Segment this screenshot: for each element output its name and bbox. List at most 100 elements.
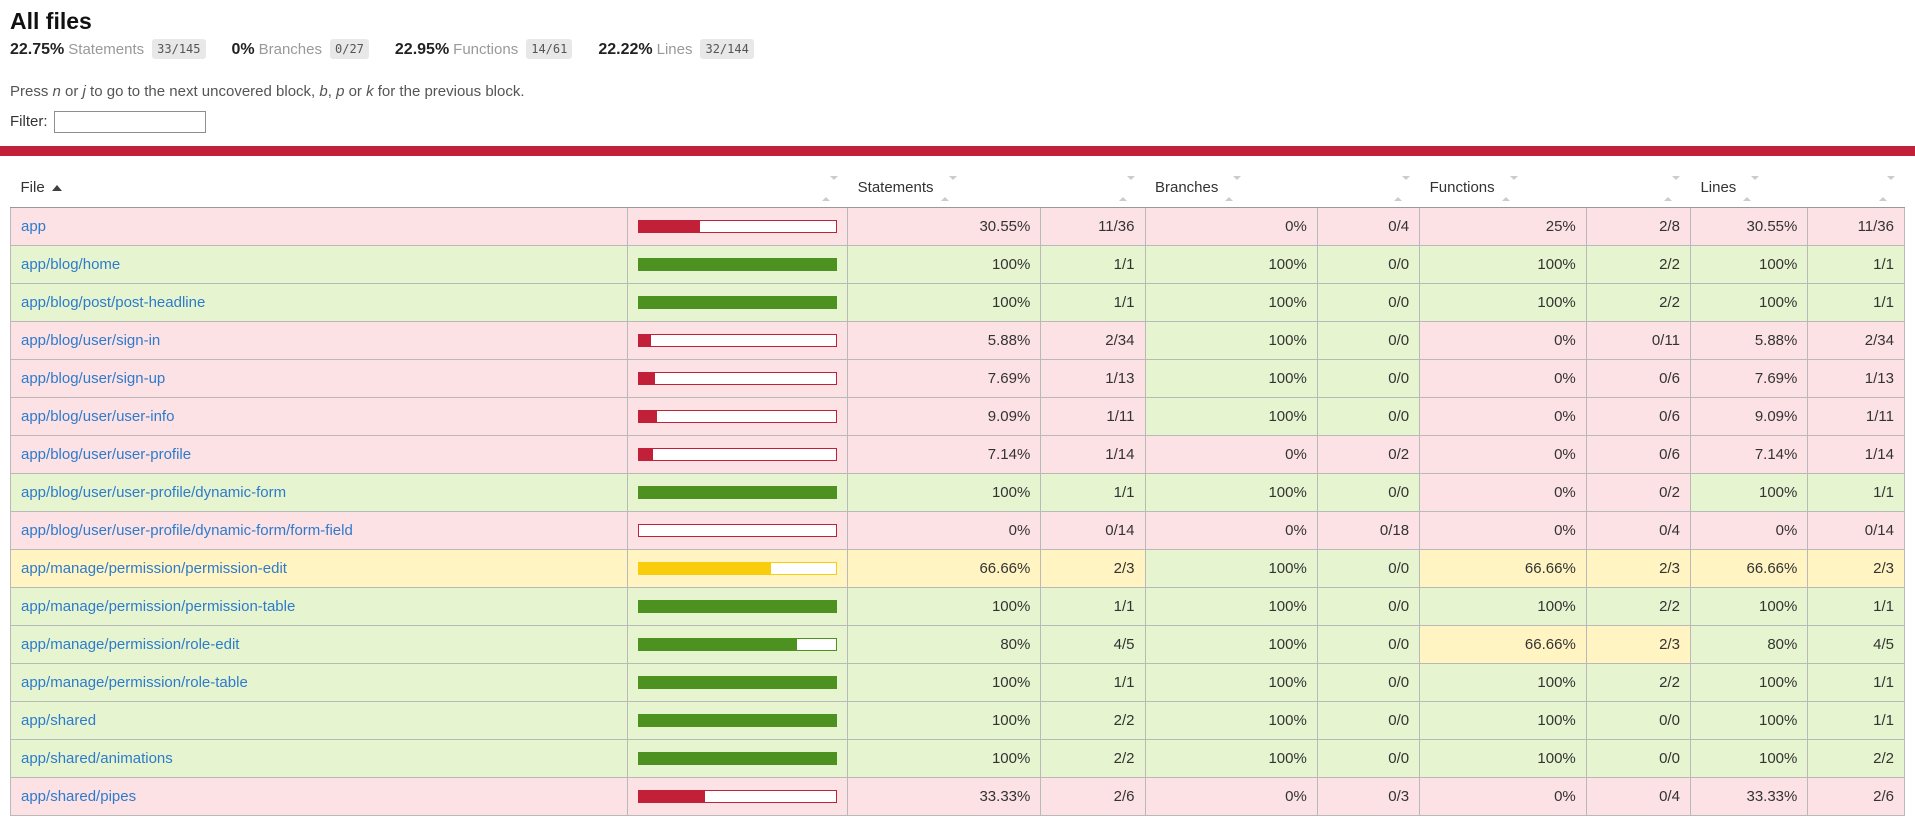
functions-raw-cell: 2/2	[1585, 586, 1691, 626]
file-link[interactable]: app/blog/user/user-info	[21, 407, 175, 425]
sort-icon[interactable]	[1878, 175, 1895, 201]
column-header-lines-raw[interactable]	[1807, 169, 1905, 208]
coverage-bar-fill	[639, 714, 837, 726]
file-cell: app/blog/user/sign-in	[9, 320, 629, 360]
functions-raw-cell: 2/3	[1585, 548, 1691, 588]
statements-raw-cell: 1/1	[1040, 472, 1146, 512]
branches-pct-cell: 100%	[1144, 396, 1318, 436]
coverage-bar	[638, 485, 838, 499]
coverage-bar-fill	[639, 372, 655, 384]
functions-pct-cell: 100%	[1419, 244, 1587, 284]
file-cell: app/blog/user/sign-up	[9, 358, 629, 398]
sort-icon[interactable]	[940, 175, 957, 201]
column-header-branches[interactable]: Branches	[1145, 169, 1318, 208]
lines-pct-cell: 33.33%	[1689, 776, 1809, 816]
lines-pct-cell: 7.69%	[1689, 358, 1809, 398]
file-link[interactable]: app/shared/animations	[21, 749, 173, 767]
coverage-bar	[638, 561, 838, 575]
statements-pct-cell: 100%	[847, 472, 1042, 512]
file-link[interactable]: app/blog/home	[21, 255, 121, 273]
sort-icon[interactable]	[1743, 175, 1760, 201]
column-header-statements[interactable]: Statements	[847, 169, 1041, 208]
branches-pct-cell: 100%	[1144, 320, 1318, 360]
branches-pct-cell: 100%	[1144, 700, 1318, 740]
summary-pct: 22.22%	[598, 41, 653, 58]
sort-ascending-icon	[51, 185, 62, 192]
column-header-statements-raw[interactable]	[1040, 169, 1145, 208]
coverage-bar	[638, 599, 838, 613]
file-link[interactable]: app/blog/user/user-profile/dynamic-form	[21, 483, 287, 501]
coverage-bar	[638, 219, 838, 233]
column-header-branches-raw[interactable]	[1317, 169, 1420, 208]
lines-pct-cell: 100%	[1689, 472, 1809, 512]
table-header-row: File Statements Branches Func	[10, 169, 1905, 208]
file-link[interactable]: app/manage/permission/role-edit	[21, 635, 240, 653]
file-link[interactable]: app	[21, 217, 47, 235]
sort-icon[interactable]	[1664, 175, 1681, 201]
coverage-bar-fill	[639, 600, 837, 612]
table-row: app/shared/pipes 33.33% 2/6 0% 0/3 0% 0/…	[9, 776, 1905, 816]
file-link[interactable]: app/blog/post/post-headline	[21, 293, 206, 311]
file-cell: app/manage/permission/role-table	[9, 662, 629, 702]
file-link[interactable]: app/blog/user/user-profile/dynamic-form/…	[21, 521, 353, 539]
coverage-bar-fill	[639, 486, 837, 498]
column-header-lines[interactable]: Lines	[1690, 169, 1808, 208]
functions-raw-cell: 0/0	[1585, 738, 1691, 778]
table-row: app/blog/user/user-profile 7.14% 1/14 0%…	[9, 434, 1905, 474]
sort-icon[interactable]	[1501, 175, 1518, 201]
sort-icon[interactable]	[1119, 175, 1135, 201]
bar-cell	[627, 358, 849, 398]
file-link[interactable]: app/manage/permission/role-table	[21, 673, 248, 691]
lines-pct-cell: 5.88%	[1689, 320, 1809, 360]
coverage-table-body: app 30.55% 11/36 0% 0/4 25% 2/8 30.55% 1…	[9, 206, 1905, 816]
summary-fraction-badge: 14/61	[526, 39, 573, 59]
file-cell: app	[9, 206, 629, 246]
lines-pct-cell: 9.09%	[1689, 396, 1809, 436]
filter-input[interactable]	[53, 111, 206, 133]
functions-pct-cell: 100%	[1419, 586, 1587, 626]
file-link[interactable]: app/manage/permission/permission-table	[21, 597, 296, 615]
lines-raw-cell: 1/1	[1807, 662, 1905, 702]
file-link[interactable]: app/blog/user/sign-up	[21, 369, 166, 387]
lines-pct-cell: 100%	[1689, 282, 1809, 322]
functions-raw-cell: 0/6	[1585, 434, 1691, 474]
coverage-bar	[638, 371, 838, 385]
file-link[interactable]: app/shared/pipes	[21, 787, 137, 805]
statements-pct-cell: 100%	[847, 282, 1042, 322]
lines-pct-cell: 100%	[1689, 700, 1809, 740]
branches-pct-cell: 0%	[1144, 434, 1318, 474]
table-row: app/manage/permission/permission-edit 66…	[9, 548, 1905, 588]
column-header-bar[interactable]	[627, 169, 848, 208]
lines-raw-cell: 1/1	[1807, 282, 1905, 322]
column-header-file[interactable]: File	[10, 169, 628, 208]
sort-icon[interactable]	[821, 175, 838, 201]
branches-raw-cell: 0/18	[1316, 510, 1421, 550]
summary-fraction-badge: 0/27	[330, 39, 369, 59]
lines-raw-cell: 2/6	[1807, 776, 1905, 816]
sort-icon[interactable]	[1225, 175, 1242, 201]
sort-icon[interactable]	[1393, 175, 1410, 201]
file-link[interactable]: app/manage/permission/permission-edit	[21, 559, 287, 577]
summary-label: Statements	[68, 41, 145, 58]
coverage-bar	[638, 675, 838, 689]
branches-raw-cell: 0/0	[1316, 472, 1421, 512]
file-link[interactable]: app/blog/user/user-profile	[21, 445, 192, 463]
column-header-functions[interactable]: Functions	[1419, 169, 1587, 208]
bar-cell	[627, 510, 849, 550]
column-header-functions-raw[interactable]	[1586, 169, 1691, 208]
coverage-bar-fill	[639, 296, 837, 308]
lines-raw-cell: 2/3	[1807, 548, 1905, 588]
statements-pct-cell: 100%	[847, 244, 1042, 284]
statements-pct-cell: 100%	[847, 586, 1042, 626]
lines-pct-cell: 7.14%	[1689, 434, 1809, 474]
file-link[interactable]: app/blog/user/sign-in	[21, 331, 161, 349]
filter-row: Filter:	[10, 111, 1905, 133]
statements-pct-cell: 7.14%	[847, 434, 1042, 474]
branches-raw-cell: 0/0	[1316, 320, 1421, 360]
table-row: app/blog/user/sign-up 7.69% 1/13 100% 0/…	[9, 358, 1905, 398]
bar-cell	[627, 738, 849, 778]
statements-pct-cell: 33.33%	[847, 776, 1042, 816]
branches-pct-cell: 100%	[1144, 662, 1318, 702]
summary-item: 0% Branches 0/27	[232, 39, 369, 59]
file-link[interactable]: app/shared	[21, 711, 97, 729]
